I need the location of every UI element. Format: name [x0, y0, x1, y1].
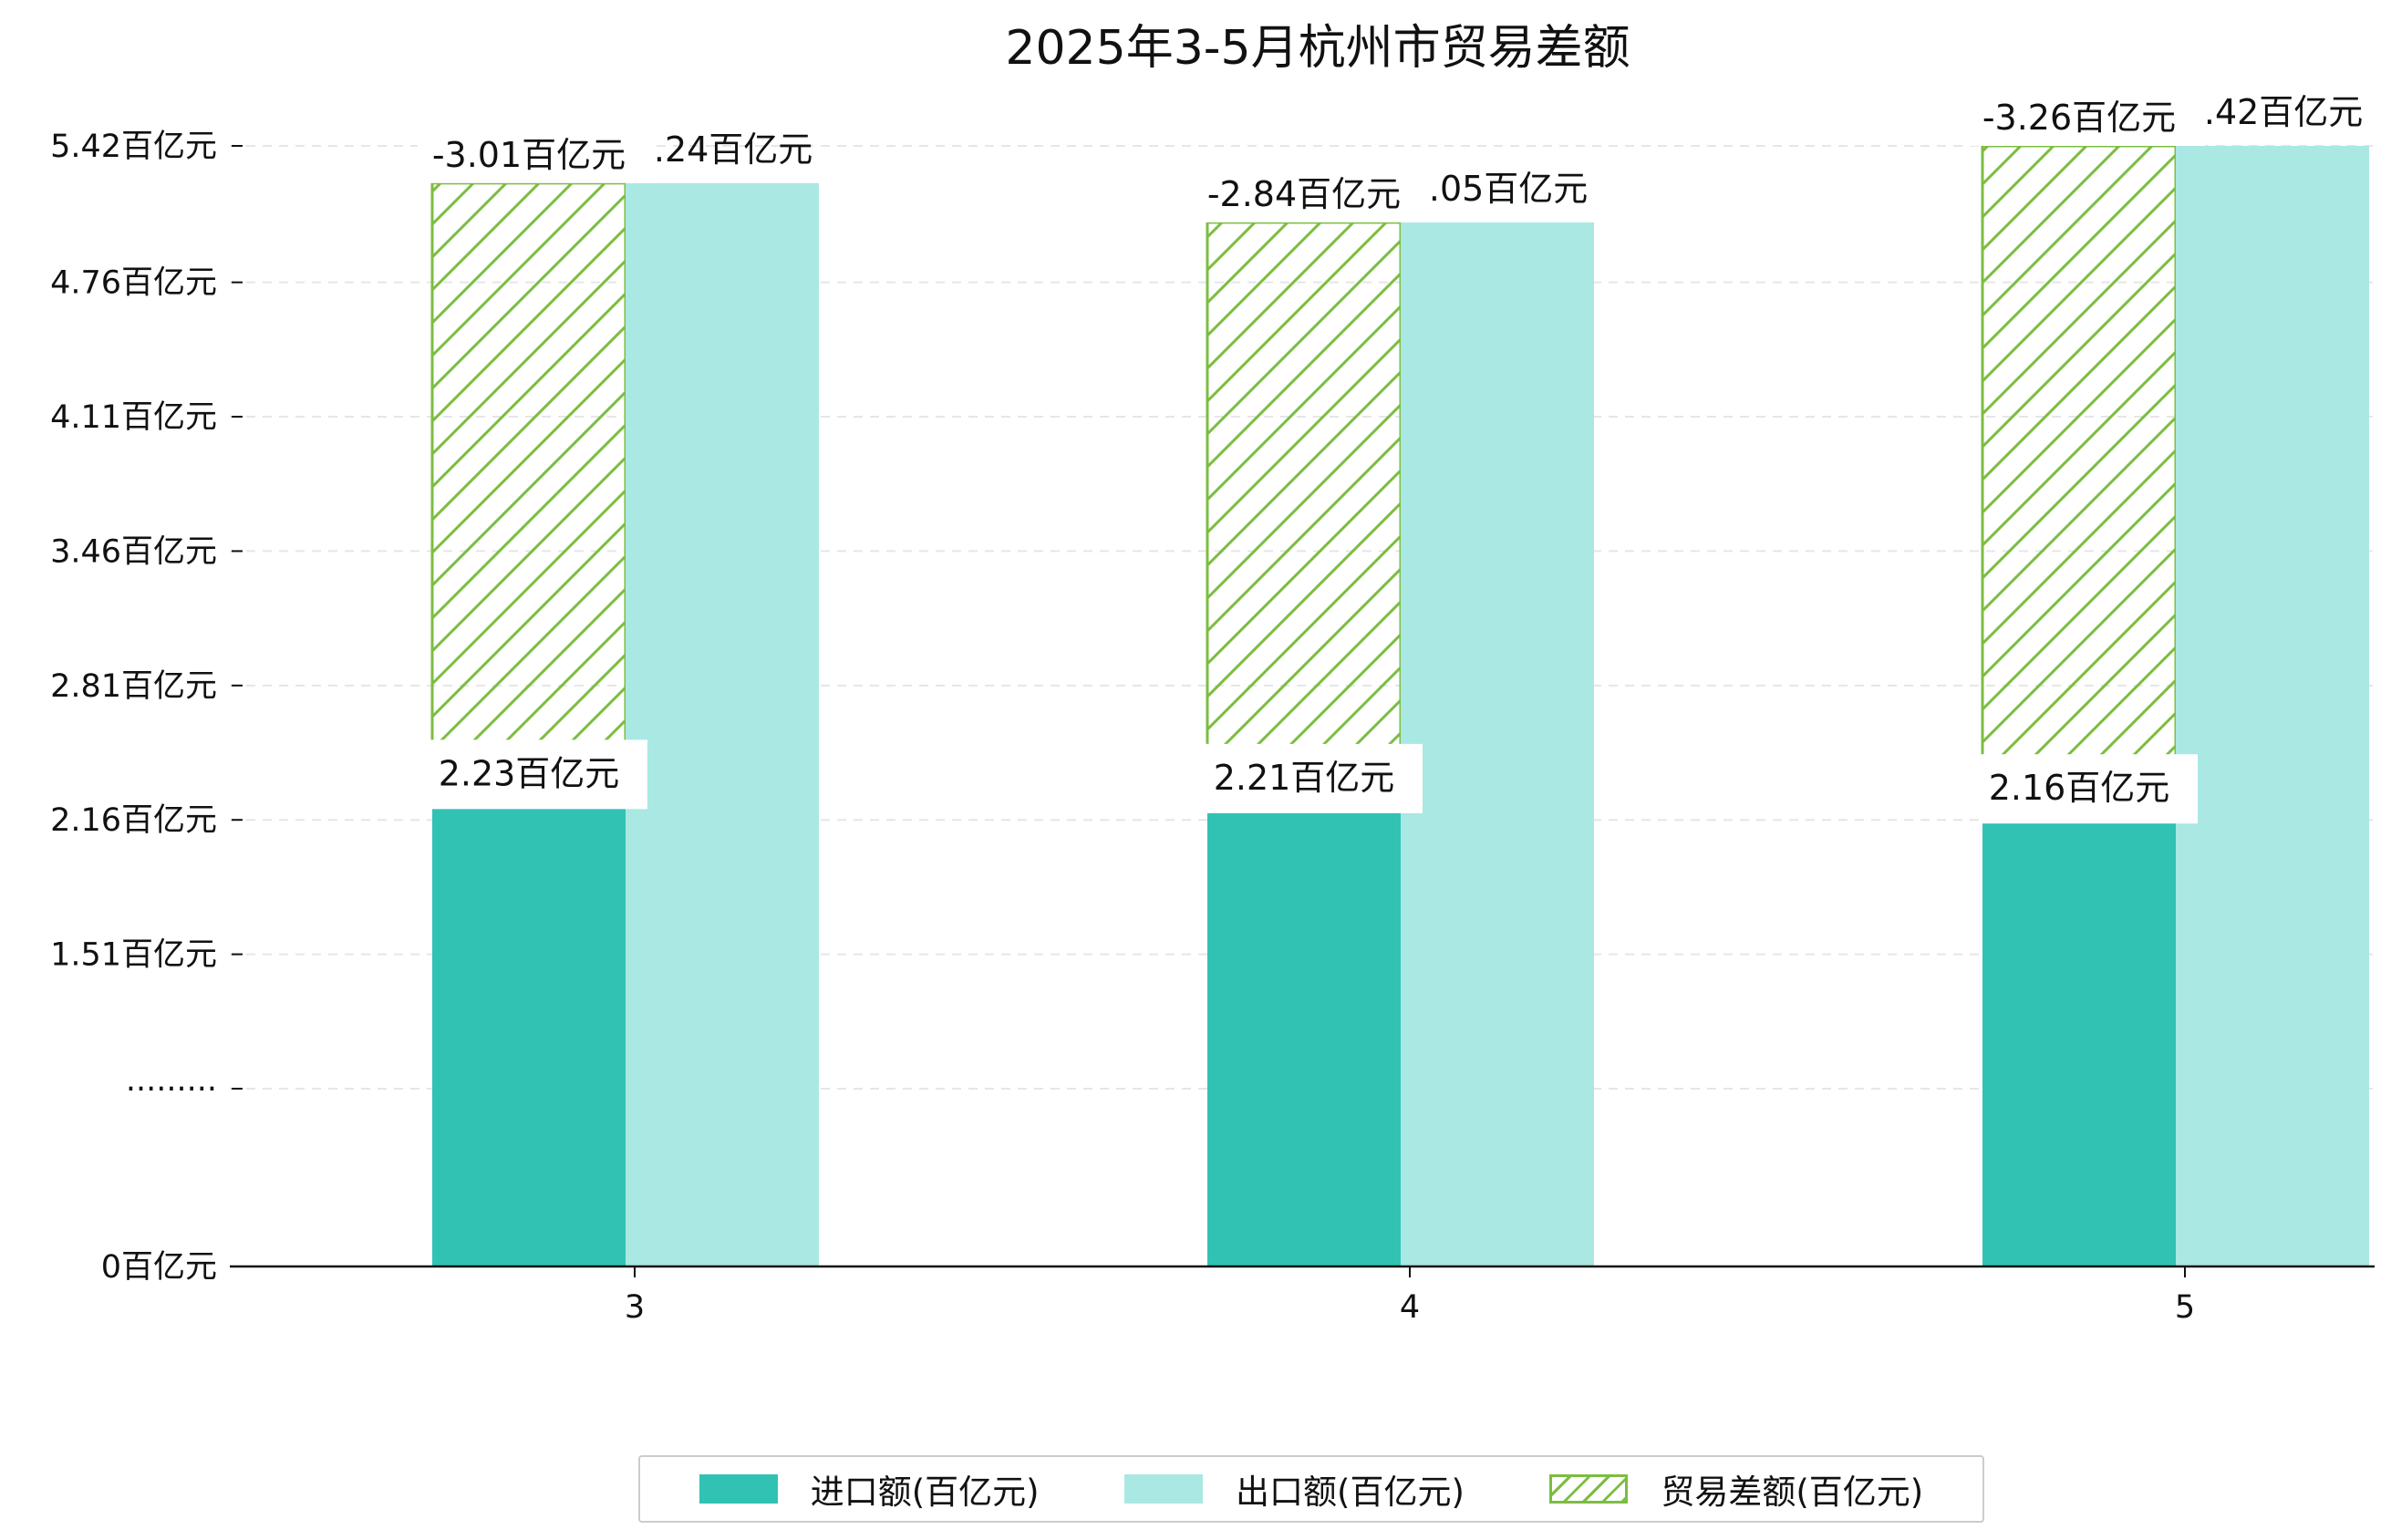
y-tick-label: ·········	[126, 1071, 217, 1108]
trade-balance-label-box	[1193, 165, 1430, 222]
trade-balance-label-box	[1968, 89, 2205, 146]
x-tick-label: 3	[625, 1289, 645, 1326]
trade-balance-label-box	[418, 126, 655, 183]
export-bar	[2176, 146, 2369, 1266]
legend-swatch	[1124, 1474, 1204, 1504]
import-value-label: 2.21百亿元	[1214, 758, 1395, 798]
data-labels: 5.24百亿元-3.01百亿元 2.23百亿元 5.05百亿元-2.84百亿元 2.2…	[418, 89, 2364, 824]
chart-title: 2025年3-5月杭州市贸易差额	[1005, 21, 1630, 76]
y-tick-label: 4.76百亿元	[50, 265, 217, 302]
y-tick-label: 3.46百亿元	[50, 533, 217, 570]
import-label-box	[1206, 743, 1423, 813]
trade-balance-value-label: -2.84百亿元	[1207, 174, 1401, 214]
legend-item: 出口额(百亿元)	[1124, 1464, 1465, 1514]
import-value-label: 2.23百亿元	[439, 753, 620, 793]
y-tick-label: 5.42百亿元	[50, 129, 217, 165]
bars	[430, 144, 2369, 1267]
y-tick-label: 1.51百亿元	[50, 937, 217, 974]
legend-label: 出口额(百亿元)	[1236, 1473, 1465, 1512]
legend-item: 贸易差额(百亿元)	[1549, 1464, 1923, 1514]
y-tick-label: 2.81百亿元	[50, 668, 217, 705]
x-tick-label: 4	[1400, 1289, 1420, 1326]
import-bar	[432, 805, 626, 1266]
x-tick-label: 5	[2175, 1289, 2195, 1326]
legend-label: 进口额(百亿元)	[810, 1473, 1040, 1512]
export-bar	[1401, 222, 1594, 1266]
trade-balance-value-label: -3.26百亿元	[1982, 98, 2176, 138]
legend-swatch	[1549, 1474, 1629, 1504]
y-tick-label: 4.11百亿元	[50, 399, 217, 436]
y-tick-label: 0百亿元	[101, 1249, 217, 1286]
legend-swatch	[699, 1474, 778, 1504]
trade-balance-bar	[1981, 144, 2178, 822]
export-value-label: 5.24百亿元	[632, 129, 813, 170]
export-bar	[626, 182, 819, 1267]
import-label-box	[1981, 754, 2198, 824]
y-tick-label: 2.16百亿元	[50, 802, 217, 839]
trade-balance-bar	[1206, 221, 1403, 811]
legend-item: 进口额(百亿元)	[699, 1464, 1040, 1514]
import-bar	[1982, 820, 2176, 1266]
axes: 0百亿元 ········· 1.51百亿元 2.16百亿元 2.81百亿元 3.46百亿…	[50, 129, 2375, 1326]
export-value-label: 5.05百亿元	[1407, 169, 1589, 209]
legend: 进口额(百亿元) 出口额(百亿元) 贸易差额(百亿元)	[638, 1455, 1984, 1523]
export-value-label: 5.42百亿元	[2182, 92, 2364, 132]
trade-balance-bar	[430, 181, 627, 807]
import-bar	[1207, 809, 1401, 1266]
trade-balance-value-label: -3.01百亿元	[432, 135, 626, 175]
legend-label: 贸易差额(百亿元)	[1661, 1473, 1924, 1512]
import-value-label: 2.16百亿元	[1989, 768, 2170, 808]
import-label-box	[430, 739, 647, 810]
